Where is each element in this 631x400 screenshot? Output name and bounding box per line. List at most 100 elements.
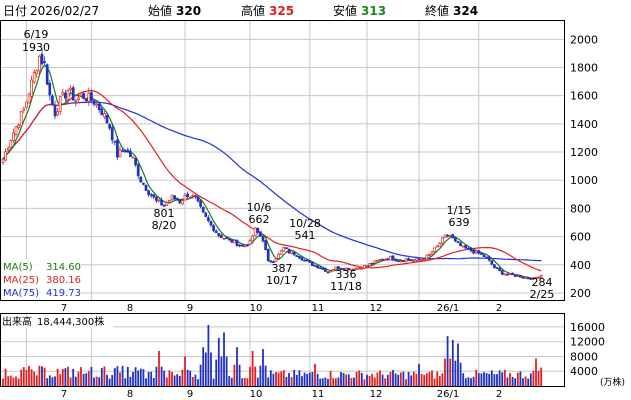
price-tick-label: 1000 bbox=[570, 174, 598, 187]
candle-body bbox=[469, 247, 473, 252]
candle-body bbox=[277, 253, 280, 259]
volume-bar bbox=[342, 372, 345, 386]
volume-bar bbox=[423, 374, 426, 386]
candle-body bbox=[160, 199, 163, 206]
candle-body bbox=[201, 207, 205, 213]
candle-body bbox=[363, 265, 366, 269]
candle-body bbox=[175, 197, 179, 201]
volume-bar bbox=[535, 358, 537, 386]
volume-bar bbox=[394, 373, 397, 386]
volume-bar bbox=[100, 368, 103, 386]
candle-body bbox=[25, 101, 28, 108]
volume-bar bbox=[503, 369, 506, 386]
candle-body bbox=[485, 256, 488, 259]
volume-bar bbox=[184, 356, 186, 386]
candle-body bbox=[220, 234, 223, 239]
volume-bar bbox=[7, 376, 10, 386]
annotation-line2: 8/20 bbox=[152, 219, 177, 232]
volume-bar bbox=[69, 377, 72, 386]
volume-bar bbox=[386, 374, 389, 386]
ma75-value: 419.73 bbox=[46, 288, 81, 299]
candle-body bbox=[326, 271, 330, 274]
ma5-label: MA(5) bbox=[3, 262, 33, 273]
volume-bar bbox=[163, 370, 166, 386]
volume-bar bbox=[477, 373, 480, 386]
candle-body bbox=[407, 258, 410, 261]
candle-body bbox=[503, 273, 507, 276]
candle-body bbox=[95, 103, 98, 106]
volume-bar bbox=[514, 378, 517, 386]
candle-body bbox=[251, 235, 254, 242]
volume-bar bbox=[334, 378, 337, 386]
candle-body bbox=[48, 82, 52, 96]
candle-body bbox=[480, 253, 483, 255]
candle-body bbox=[417, 258, 421, 261]
volume-bar bbox=[254, 366, 257, 386]
volume-bar bbox=[316, 373, 319, 386]
candle-body bbox=[448, 234, 452, 237]
candle-body bbox=[149, 194, 153, 196]
candle-body bbox=[490, 260, 494, 265]
candle-body bbox=[113, 140, 117, 143]
volume-bar bbox=[22, 367, 25, 386]
candle-body bbox=[329, 270, 332, 273]
volume-bar bbox=[48, 375, 51, 386]
candle-body bbox=[155, 196, 158, 201]
candle-body bbox=[165, 202, 169, 206]
volume-bar bbox=[46, 378, 49, 386]
candle-body bbox=[365, 265, 369, 267]
volume-bar bbox=[347, 374, 350, 386]
volume-bar bbox=[158, 350, 160, 386]
volume-legend: 出来高 18,444,300株 bbox=[1, 315, 113, 328]
volume-bar bbox=[480, 373, 483, 386]
candle-body bbox=[248, 239, 252, 245]
candle-body bbox=[1, 158, 5, 163]
volume-bar bbox=[165, 377, 168, 386]
candle-body bbox=[402, 260, 405, 262]
candle-body bbox=[147, 190, 150, 195]
volume-bar bbox=[2, 378, 4, 386]
candle-body bbox=[17, 124, 20, 128]
volume-bar bbox=[303, 372, 306, 386]
volume-bar bbox=[186, 369, 189, 386]
volume-bar bbox=[67, 366, 69, 386]
candle-body bbox=[110, 127, 114, 141]
volume-bar bbox=[532, 370, 535, 386]
volume-bar bbox=[311, 372, 314, 386]
volume-bar bbox=[142, 369, 145, 386]
open-label: 始値 bbox=[148, 3, 172, 18]
volume-bar bbox=[145, 378, 147, 386]
volume-bar bbox=[441, 373, 444, 386]
volume-bar bbox=[150, 371, 153, 386]
candle-body bbox=[71, 87, 75, 101]
candle-body bbox=[347, 268, 351, 271]
annotation-line1: 6/19 bbox=[24, 28, 49, 41]
volume-bar bbox=[243, 377, 246, 386]
candle-body bbox=[324, 268, 327, 272]
candle-body bbox=[355, 267, 358, 270]
volume-bar bbox=[251, 350, 254, 386]
volume-bar bbox=[173, 375, 176, 386]
candle-body bbox=[240, 244, 244, 247]
volume-bar bbox=[285, 376, 288, 386]
volume-bar bbox=[431, 370, 433, 386]
price-tick-label: 2000 bbox=[570, 33, 598, 46]
month-tick-label: 2 bbox=[496, 303, 502, 314]
candle-body bbox=[32, 72, 36, 83]
candle-body bbox=[352, 269, 356, 271]
volume-bar bbox=[425, 373, 428, 386]
candle-body bbox=[521, 276, 525, 279]
candle-body bbox=[389, 256, 392, 261]
candle-body bbox=[474, 250, 478, 254]
candle-body bbox=[170, 194, 174, 201]
low-value: 313 bbox=[361, 4, 386, 18]
annotation-line2: 10/17 bbox=[266, 274, 298, 287]
volume-bar bbox=[85, 373, 88, 386]
month-tick-label-volume: 8 bbox=[127, 389, 133, 400]
volume-bar bbox=[272, 373, 275, 386]
candle-body bbox=[118, 149, 122, 158]
volume-bar bbox=[451, 339, 454, 386]
candle-body bbox=[238, 244, 241, 247]
annotation-line1: 10/28 bbox=[289, 217, 321, 230]
volume-bar bbox=[501, 372, 504, 386]
